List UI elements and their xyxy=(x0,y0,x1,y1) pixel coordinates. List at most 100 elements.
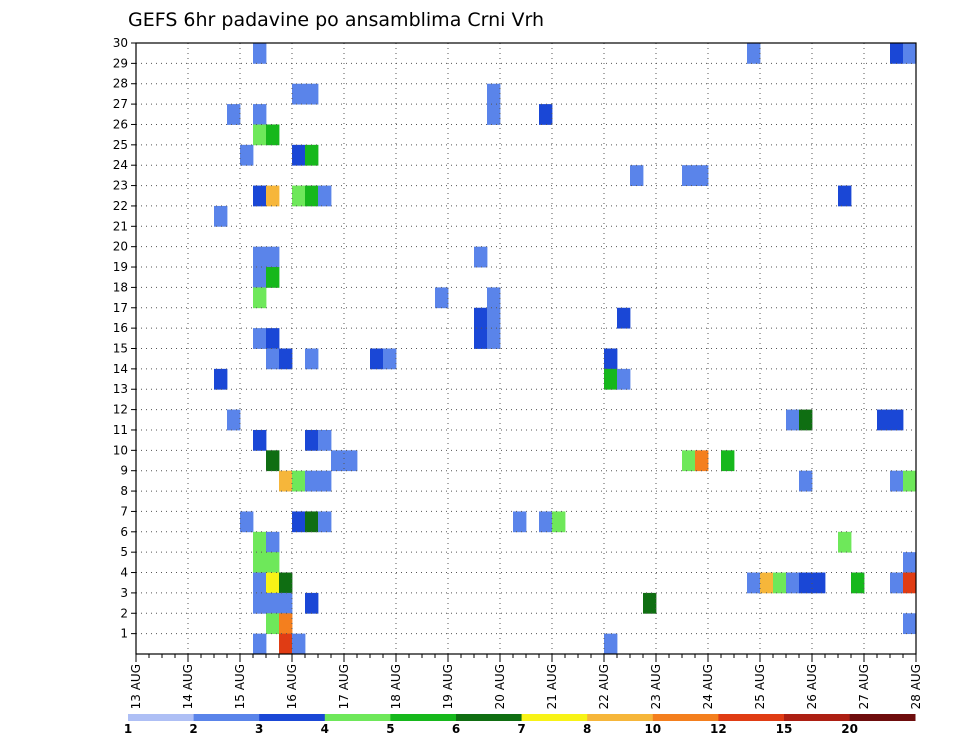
heatmap-cell xyxy=(305,511,319,533)
y-tick-label: 19 xyxy=(113,260,128,274)
heatmap-cell xyxy=(292,144,306,166)
legend-label: 5 xyxy=(386,722,394,736)
y-tick-label: 17 xyxy=(113,301,128,315)
y-tick-label: 7 xyxy=(120,504,128,518)
heatmap-cell xyxy=(253,185,267,207)
x-tick-label: 24 AUG xyxy=(701,664,715,709)
y-tick-label: 24 xyxy=(113,158,128,172)
heatmap-cell xyxy=(487,307,501,329)
heatmap-cell xyxy=(318,470,332,492)
heatmap-cell xyxy=(487,104,501,125)
x-tick-label: 17 AUG xyxy=(337,664,351,709)
heatmap-cell xyxy=(903,470,917,492)
heatmap-cell xyxy=(604,633,618,655)
legend-label: 2 xyxy=(189,722,197,736)
heatmap-cell xyxy=(617,307,631,329)
heatmap-cell xyxy=(253,572,267,594)
heatmap-cell xyxy=(695,450,709,472)
heatmap-cell xyxy=(305,470,319,492)
y-tick-label: 29 xyxy=(113,56,128,70)
y-tick-label: 26 xyxy=(113,117,128,131)
heatmap-cell xyxy=(344,450,358,472)
y-tick-label: 2 xyxy=(120,606,128,620)
heatmap-cell xyxy=(318,429,332,451)
heatmap-cell xyxy=(617,368,631,390)
legend-label: 10 xyxy=(644,722,661,736)
heatmap-cell xyxy=(292,633,306,655)
chart-title: GEFS 6hr padavine po ansamblima Crni Vrh xyxy=(128,9,544,31)
heatmap-cell xyxy=(240,144,254,166)
x-tick-label: 18 AUG xyxy=(389,664,403,709)
legend-swatch xyxy=(849,714,916,721)
heatmap-cell xyxy=(773,572,787,594)
heatmap-cell xyxy=(487,287,501,309)
y-tick-label: 4 xyxy=(120,566,128,580)
heatmap-cell xyxy=(292,511,306,533)
y-tick-label: 9 xyxy=(120,464,128,478)
legend-label: 8 xyxy=(583,722,591,736)
heatmap-cell xyxy=(279,470,293,492)
heatmap-cell xyxy=(552,511,566,533)
heatmap-cell xyxy=(903,572,917,594)
heatmap-cell xyxy=(266,246,280,268)
heatmap-cell xyxy=(851,572,865,594)
heatmap-cell xyxy=(331,450,345,472)
heatmap-cell xyxy=(760,572,774,594)
heatmap-cell xyxy=(266,531,280,553)
heatmap-cell xyxy=(305,592,319,614)
legend-swatch xyxy=(784,714,850,721)
heatmap-cell xyxy=(604,368,618,390)
cells-layer xyxy=(214,43,917,655)
heatmap-cell xyxy=(305,348,319,370)
heatmap-cell xyxy=(266,348,280,370)
heatmap-cell xyxy=(513,511,527,533)
legend-label: 12 xyxy=(710,722,727,736)
heatmap-cell xyxy=(903,552,917,573)
legend: 1 2 3 4 5 6 7 8 10 12 15 20 xyxy=(124,714,916,736)
y-tick-label: 3 xyxy=(120,586,128,600)
x-tick-label: 15 AUG xyxy=(233,664,247,709)
legend-label: 4 xyxy=(321,722,329,736)
heatmap-cell xyxy=(682,450,696,472)
y-tick-label: 13 xyxy=(113,382,128,396)
y-tick-label: 30 xyxy=(113,36,128,50)
heatmap-cell xyxy=(903,43,917,64)
heatmap-cell xyxy=(253,287,267,309)
legend-swatch xyxy=(259,714,326,721)
heatmap-cell xyxy=(253,633,267,655)
heatmap-cell xyxy=(253,246,267,268)
y-tick-label: 6 xyxy=(120,525,128,539)
heatmap-cell xyxy=(279,348,293,370)
legend-swatch xyxy=(324,714,391,721)
heatmap-cell xyxy=(799,572,813,594)
grid-layer xyxy=(136,43,916,654)
heatmap-cell xyxy=(721,450,735,472)
heatmap-cell xyxy=(292,470,306,492)
legend-swatch xyxy=(718,714,785,721)
x-tick-label: 16 AUG xyxy=(285,664,299,709)
x-tick-label: 27 AUG xyxy=(857,664,871,709)
heatmap-cell xyxy=(214,368,228,390)
heatmap-cell xyxy=(253,104,267,125)
y-tick-label: 27 xyxy=(113,97,128,111)
heatmap-cell xyxy=(877,409,891,431)
x-tick-label: 28 AUG xyxy=(909,664,923,709)
legend-label: 1 xyxy=(124,722,132,736)
heatmap-cell xyxy=(890,572,904,594)
x-tick-label: 23 AUG xyxy=(649,664,663,709)
heatmap-cell xyxy=(266,552,280,573)
heatmap-cell xyxy=(799,470,813,492)
legend-label: 3 xyxy=(255,722,263,736)
y-tick-label: 12 xyxy=(113,403,128,417)
heatmap-cell xyxy=(383,348,397,370)
heatmap-cell xyxy=(266,592,280,614)
heatmap-cell xyxy=(539,511,553,533)
heatmap-cell xyxy=(370,348,384,370)
heatmap-cell xyxy=(695,165,709,186)
heatmap-cell xyxy=(539,104,553,125)
heatmap-cell xyxy=(253,328,267,349)
x-tick-label: 14 AUG xyxy=(181,664,195,709)
heatmap-cell xyxy=(266,328,280,349)
y-tick-label: 25 xyxy=(113,138,128,152)
heatmap-cell xyxy=(227,104,241,125)
